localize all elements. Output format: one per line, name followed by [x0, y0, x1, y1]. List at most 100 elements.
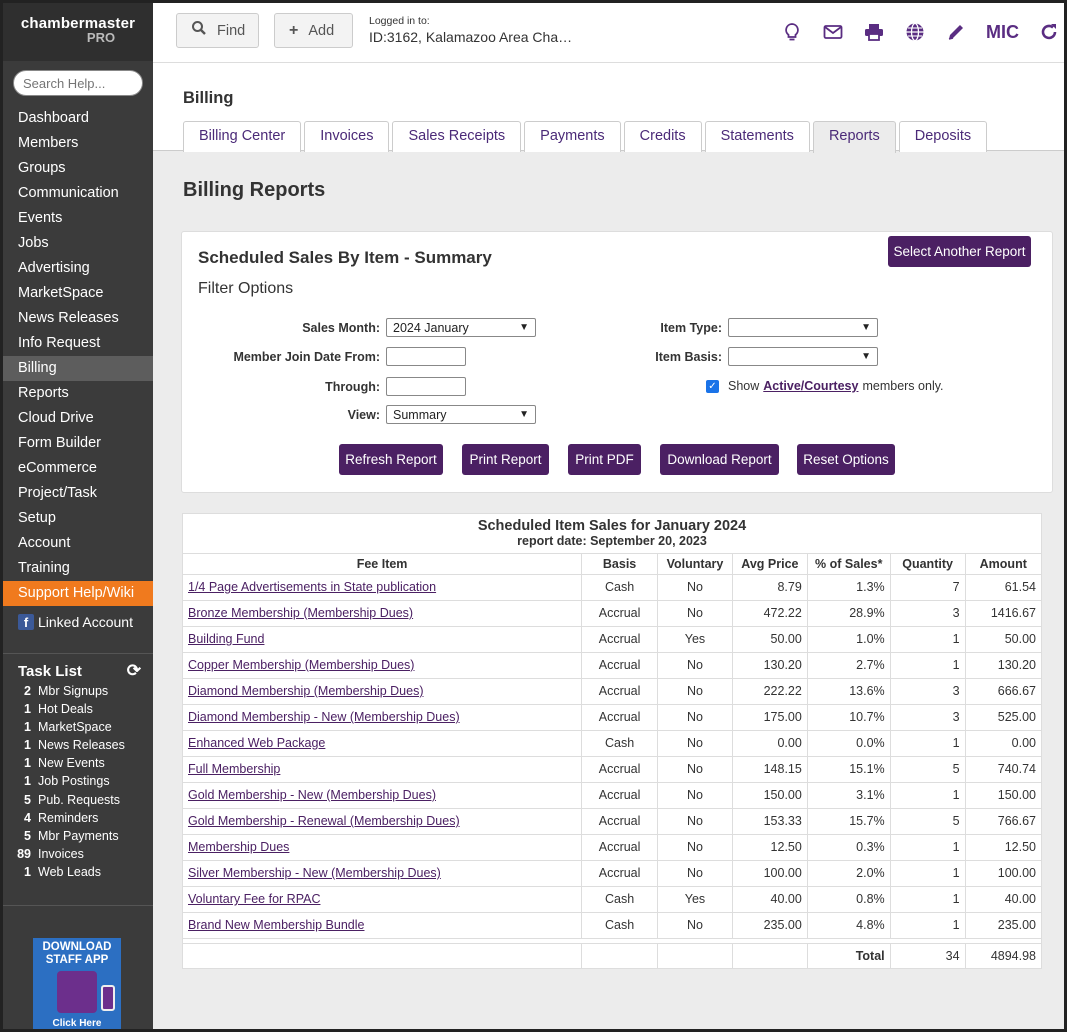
tab-sales-receipts[interactable]: Sales Receipts	[392, 121, 522, 152]
sidebar-item-account[interactable]: Account	[18, 535, 71, 551]
view-value: Summary	[393, 407, 447, 422]
sidebar-item-reports[interactable]: Reports	[18, 385, 69, 401]
cell-avg-price: 40.00	[732, 886, 808, 913]
top-bar: Find + Add Logged in to: ID:3162, Kalama…	[153, 3, 1064, 63]
fee-item-link[interactable]: Diamond Membership - New (Membership Due…	[188, 710, 460, 724]
tab-billing-center[interactable]: Billing Center	[183, 121, 302, 152]
fee-item-link[interactable]: Gold Membership - New (Membership Dues)	[188, 788, 436, 802]
sidebar-item-cloud-drive[interactable]: Cloud Drive	[18, 410, 94, 426]
refresh-icon[interactable]: ⟳	[126, 661, 141, 680]
report-date: report date: September 20, 2023	[517, 534, 707, 548]
refresh-report-button[interactable]: Refresh Report	[339, 444, 443, 475]
tab-statements[interactable]: Statements	[704, 121, 810, 152]
task-item-invoices[interactable]: 89 Invoices	[3, 845, 153, 863]
print-pdf-button[interactable]: Print PDF	[568, 444, 641, 475]
print-icon[interactable]	[863, 21, 885, 43]
join-date-from-input[interactable]	[386, 347, 466, 366]
sidebar-item-dashboard[interactable]: Dashboard	[18, 110, 89, 126]
task-item-job-postings[interactable]: 1 Job Postings	[3, 772, 153, 790]
item-basis-select[interactable]: ▼	[728, 347, 878, 366]
fee-item-link[interactable]: Diamond Membership (Membership Dues)	[188, 684, 424, 698]
active-courtesy-link[interactable]: Active/Courtesy	[763, 379, 859, 393]
task-item-pub-requests[interactable]: 5 Pub. Requests	[3, 791, 153, 809]
search-help-input[interactable]	[13, 70, 143, 96]
fee-item-link[interactable]: Voluntary Fee for RPAC	[188, 892, 321, 906]
task-item-web-leads[interactable]: 1 Web Leads	[3, 863, 153, 881]
download-staff-app-banner[interactable]: DOWNLOAD STAFF APP Click Here	[33, 938, 121, 1029]
download-report-button[interactable]: Download Report	[660, 444, 779, 475]
tab-deposits[interactable]: Deposits	[898, 121, 988, 152]
add-button[interactable]: + Add	[274, 13, 353, 48]
sales-month-select[interactable]: 2024 January ▼	[386, 318, 536, 337]
globe-icon[interactable]	[904, 21, 926, 43]
cell-amount: 740.74	[965, 756, 1041, 783]
active-courtesy-checkbox[interactable]: ✓	[706, 379, 719, 393]
reload-icon[interactable]	[1038, 21, 1060, 43]
select-another-report-button[interactable]: Select Another Report	[888, 236, 1031, 267]
sidebar-item-ecommerce[interactable]: eCommerce	[18, 460, 97, 476]
report-name: Scheduled Sales By Item - Summary	[198, 248, 492, 267]
fee-item-link[interactable]: Brand New Membership Bundle	[188, 918, 365, 932]
filter-panel: Scheduled Sales By Item - Summary Select…	[181, 231, 1053, 493]
mail-icon[interactable]	[822, 21, 844, 43]
column-header-avg-price: Avg Price	[732, 554, 808, 575]
cell-avg-price: 222.22	[732, 678, 808, 705]
task-item-marketspace[interactable]: 1 MarketSpace	[3, 718, 153, 736]
sidebar-item-advertising[interactable]: Advertising	[18, 260, 90, 276]
sidebar-item-info-request[interactable]: Info Request	[18, 335, 101, 351]
reset-options-button[interactable]: Reset Options	[797, 444, 895, 475]
through-date-input[interactable]	[386, 377, 466, 396]
sidebar-item-marketspace[interactable]: MarketSpace	[18, 285, 104, 301]
sidebar-item-training[interactable]: Training	[18, 560, 70, 576]
cell-of-sales: 3.1%	[807, 782, 891, 809]
cell-amount: 100.00	[965, 860, 1041, 887]
task-item-reminders[interactable]: 4 Reminders	[3, 809, 153, 827]
fee-item-link[interactable]: Membership Dues	[188, 840, 290, 854]
fee-item-link[interactable]: Copper Membership (Membership Dues)	[188, 658, 415, 672]
sidebar-item-project-task[interactable]: Project/Task	[18, 485, 97, 501]
find-button[interactable]: Find	[176, 13, 259, 48]
fee-item-link[interactable]: Bronze Membership (Membership Dues)	[188, 606, 414, 620]
sidebar-item-form-builder[interactable]: Form Builder	[18, 435, 101, 451]
sidebar-item-billing[interactable]: Billing	[3, 356, 153, 381]
tab-reports[interactable]: Reports	[812, 121, 896, 153]
cell-fee-item: Full Membership	[183, 756, 583, 783]
item-type-select[interactable]: ▼	[728, 318, 878, 337]
sidebar-item-news-releases[interactable]: News Releases	[18, 310, 119, 326]
fee-item-link[interactable]: Enhanced Web Package	[188, 736, 326, 750]
table-row: Gold Membership - Renewal (Membership Du…	[183, 808, 1041, 835]
cell-amount: 766.67	[965, 808, 1041, 835]
task-count: 1	[24, 720, 31, 735]
lightbulb-icon[interactable]	[781, 21, 803, 43]
print-report-button[interactable]: Print Report	[462, 444, 549, 475]
facebook-icon: f	[18, 614, 34, 630]
task-item-news-releases[interactable]: 1 News Releases	[3, 736, 153, 754]
fee-item-link[interactable]: Gold Membership - Renewal (Membership Du…	[188, 814, 460, 828]
user-initials[interactable]: MIC	[986, 21, 1019, 42]
sidebar-item-support-help[interactable]: Support Help/Wiki	[3, 581, 153, 606]
fee-item-link[interactable]: Building Fund	[188, 632, 265, 646]
sidebar-item-groups[interactable]: Groups	[18, 160, 66, 176]
sidebar-item-communication[interactable]: Communication	[18, 185, 119, 201]
sidebar-item-setup[interactable]: Setup	[18, 510, 56, 526]
sidebar-item-events[interactable]: Events	[18, 210, 63, 226]
task-item-mbr-signups[interactable]: 2 Mbr Signups	[3, 682, 153, 700]
linked-account[interactable]: f Linked Account	[3, 609, 153, 635]
task-item-hot-deals[interactable]: 1 Hot Deals	[3, 700, 153, 718]
task-count: 1	[24, 702, 31, 717]
pencil-icon[interactable]	[945, 21, 967, 43]
cell-avg-price: 130.20	[732, 652, 808, 679]
total-row: Total 34 4894.98	[183, 943, 1041, 968]
tab-invoices[interactable]: Invoices	[304, 121, 390, 152]
fee-item-link[interactable]: Full Membership	[188, 762, 281, 776]
task-item-new-events[interactable]: 1 New Events	[3, 754, 153, 772]
fee-item-link[interactable]: 1/4 Page Advertisements in State publica…	[188, 580, 437, 594]
brand-logo[interactable]: chambermaster PRO	[3, 3, 153, 61]
sidebar-item-members[interactable]: Members	[18, 135, 79, 151]
view-select[interactable]: Summary ▼	[386, 405, 536, 424]
tab-payments[interactable]: Payments	[524, 121, 621, 152]
fee-item-link[interactable]: Silver Membership - New (Membership Dues…	[188, 866, 441, 880]
sidebar-item-jobs[interactable]: Jobs	[18, 235, 49, 251]
task-item-mbr-payments[interactable]: 5 Mbr Payments	[3, 827, 153, 845]
tab-credits[interactable]: Credits	[623, 121, 702, 152]
